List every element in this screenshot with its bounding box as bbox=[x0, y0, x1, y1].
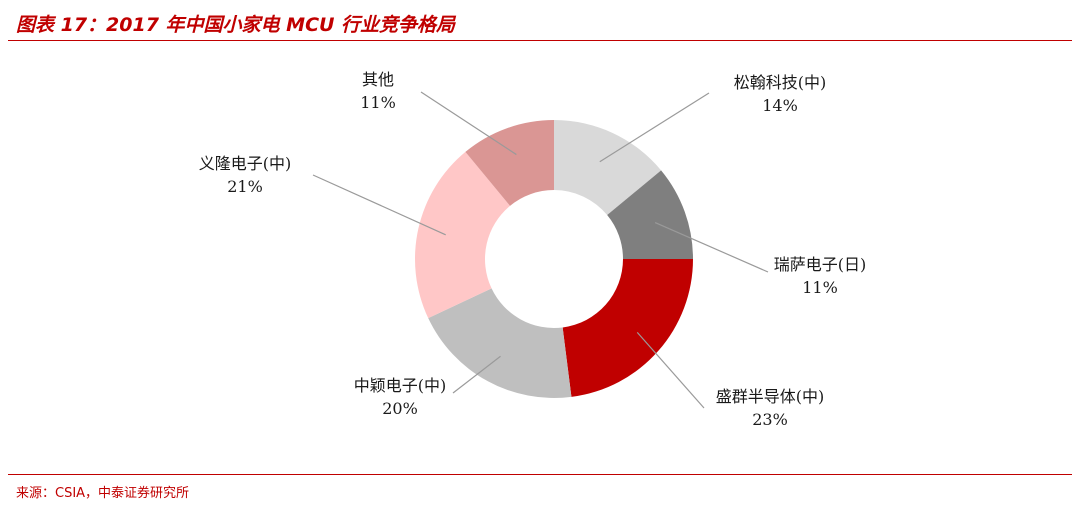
slice-5-name-label: 义隆电子(中) bbox=[199, 154, 292, 173]
slice-6-value-label: 11% bbox=[360, 93, 396, 112]
slice-6-name-label: 其他 bbox=[362, 70, 394, 89]
slice-3-value-label: 23% bbox=[752, 410, 788, 429]
slice-2-name-label: 瑞萨电子(日) bbox=[774, 255, 867, 274]
slice-4-value-label: 20% bbox=[382, 399, 418, 418]
slice-2 bbox=[607, 170, 693, 259]
slice-2-leader-line bbox=[654, 222, 769, 273]
leader-lines bbox=[312, 91, 769, 409]
slice-3-leader-line bbox=[636, 332, 705, 409]
slice-labels: 松翰科技(中) 14% 瑞萨电子(日) 11% 盛群半导体(中) 23% 中颖电子(中) 20… bbox=[199, 70, 867, 429]
slice-1-name-label: 松翰科技(中) bbox=[734, 73, 827, 92]
slice-5-value-label: 21% bbox=[227, 177, 263, 196]
slice-4-name-label: 中颖电子(中) bbox=[354, 376, 447, 395]
figure-title: 图表 17：2017 年中国小家电 MCU 行业竞争格局 bbox=[16, 14, 456, 36]
donut-slices bbox=[415, 120, 693, 398]
slice-4-leader-line bbox=[452, 355, 501, 394]
slice-5-leader-line bbox=[312, 174, 446, 236]
slice-2-value-label: 11% bbox=[802, 278, 838, 297]
slice-1 bbox=[554, 120, 662, 216]
slice-4 bbox=[428, 288, 572, 398]
slice-5 bbox=[415, 151, 511, 319]
source-note: 来源：CSIA，中泰证券研究所 bbox=[16, 486, 190, 501]
title-rule bbox=[8, 40, 1072, 41]
slice-6-leader-line bbox=[420, 91, 517, 156]
slice-1-value-label: 14% bbox=[762, 96, 798, 115]
slice-6 bbox=[465, 120, 554, 206]
source-rule bbox=[8, 474, 1072, 475]
slice-3 bbox=[562, 259, 693, 397]
slice-1-leader-line bbox=[599, 92, 710, 163]
slice-3-name-label: 盛群半导体(中) bbox=[716, 387, 825, 406]
